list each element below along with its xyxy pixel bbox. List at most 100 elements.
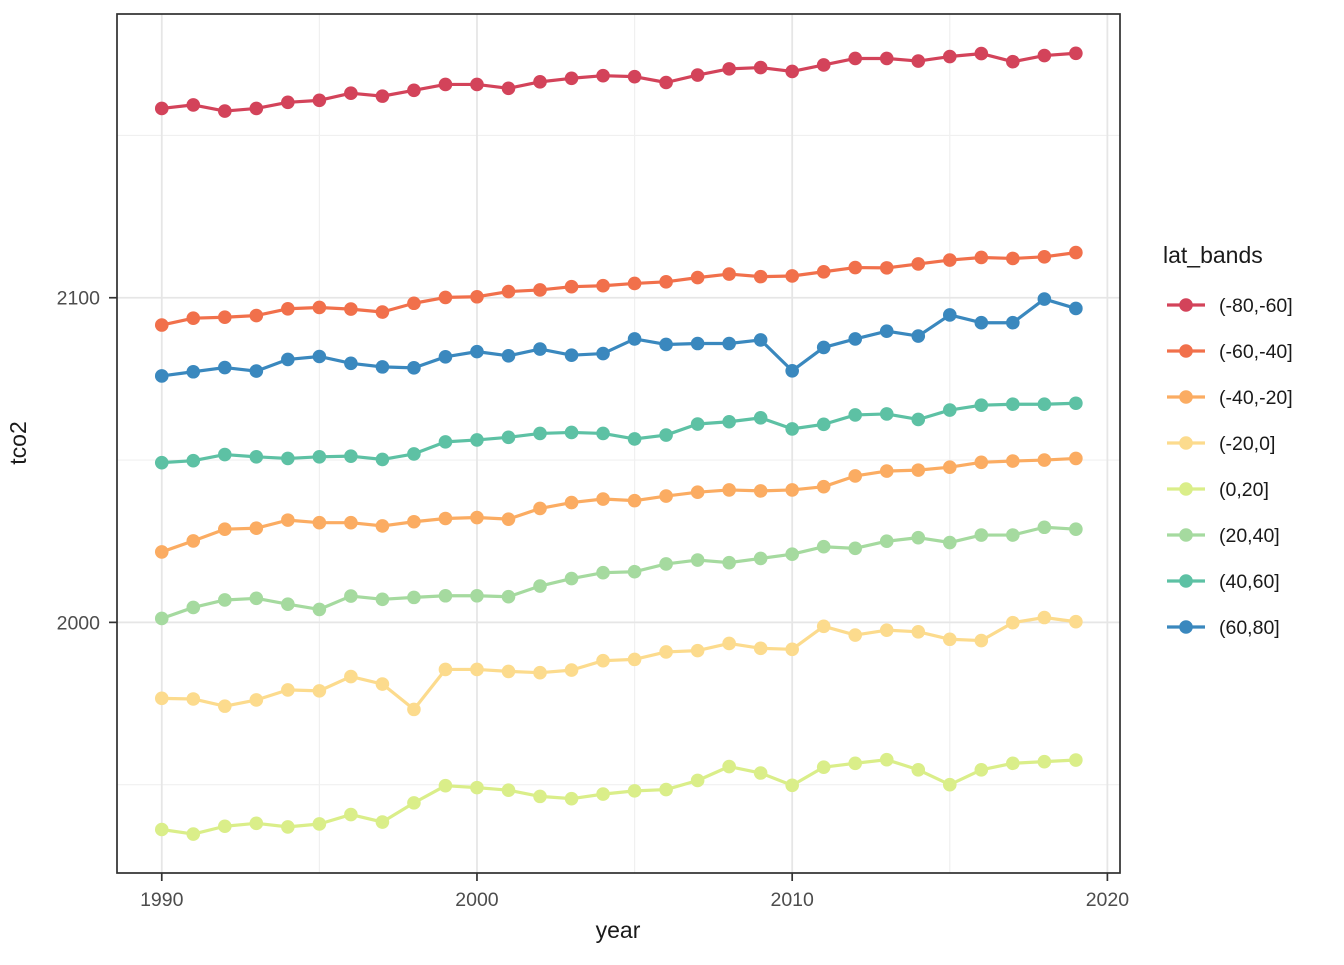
data-point (470, 662, 484, 677)
data-point (186, 364, 201, 379)
data-point (344, 515, 358, 530)
data-point (911, 762, 926, 777)
data-point (879, 51, 894, 66)
data-point (690, 773, 705, 788)
data-point (154, 691, 169, 706)
data-point (564, 71, 579, 86)
data-point (848, 51, 863, 66)
legend-item: (60,80] (1167, 617, 1280, 639)
data-point (501, 349, 516, 363)
data-point (690, 417, 705, 431)
data-point (722, 759, 736, 774)
data-point (974, 250, 989, 265)
data-point (344, 449, 358, 463)
data-point (375, 360, 390, 374)
data-point (785, 64, 799, 79)
data-point (785, 547, 799, 562)
x-tick-label: 1990 (140, 889, 184, 911)
data-point (564, 663, 579, 677)
data-point (753, 551, 768, 566)
data-point (407, 590, 421, 605)
data-point (722, 636, 736, 651)
legend-item: (-20,0] (1167, 433, 1275, 455)
data-point (533, 75, 547, 89)
data-point (659, 428, 673, 442)
data-point (186, 692, 201, 706)
data-point (816, 264, 831, 279)
data-point (1069, 396, 1083, 411)
data-point (848, 756, 863, 771)
data-point (1069, 614, 1083, 629)
data-point (627, 564, 642, 579)
data-point (722, 62, 736, 76)
data-point (218, 819, 232, 834)
data-point (533, 579, 547, 593)
data-point (344, 86, 358, 101)
data-point (249, 693, 264, 707)
data-point (942, 253, 957, 267)
data-point (186, 311, 201, 325)
data-point (911, 463, 926, 477)
data-point (438, 290, 453, 305)
data-point (911, 624, 926, 639)
legend-item-label: (-60,-40] (1219, 341, 1293, 363)
data-point (501, 512, 516, 526)
data-point (564, 348, 579, 362)
axis-ticks-layer: 1990 2000 2010 2020 2000 2100 (57, 288, 1130, 911)
data-point (438, 350, 453, 364)
data-point (154, 318, 169, 332)
data-point (785, 483, 799, 497)
legend-key-point (1179, 390, 1193, 404)
data-point (281, 597, 295, 611)
data-point (281, 352, 295, 367)
data-point (154, 455, 169, 470)
data-point (1006, 397, 1020, 412)
data-point (596, 68, 610, 83)
legend-key-point (1179, 344, 1193, 358)
data-point (753, 411, 768, 425)
data-point (249, 591, 264, 606)
data-point (249, 308, 264, 323)
data-point (1069, 522, 1083, 537)
data-point (942, 49, 957, 64)
data-point (1037, 453, 1052, 467)
data-point (1006, 615, 1020, 630)
data-point (1069, 451, 1083, 466)
legend-item: (40,60] (1167, 571, 1280, 593)
data-point (627, 493, 642, 508)
x-tick-label: 2020 (1086, 889, 1130, 911)
data-point (911, 257, 926, 271)
data-point (218, 310, 232, 325)
series (154, 520, 1083, 626)
data-point (1069, 301, 1083, 316)
data-point (312, 93, 327, 108)
legend-title: lat_bands (1163, 242, 1263, 268)
data-point (879, 623, 894, 637)
data-point (816, 479, 831, 494)
data-point (1037, 397, 1052, 412)
data-point (564, 279, 579, 294)
data-point (438, 435, 453, 449)
data-point (533, 426, 547, 441)
data-point (753, 60, 768, 75)
data-point (312, 300, 327, 315)
data-point (974, 762, 989, 777)
data-point (501, 664, 516, 679)
series (154, 245, 1083, 332)
data-point (879, 464, 894, 478)
data-point (281, 820, 295, 834)
data-point (218, 104, 232, 118)
series (154, 396, 1083, 470)
data-point (281, 451, 295, 466)
data-point (816, 539, 831, 554)
data-point (470, 77, 484, 92)
legend-item-label: (-40,-20] (1219, 387, 1293, 409)
data-point (659, 337, 673, 352)
data-point (1037, 520, 1052, 535)
data-point (218, 522, 232, 537)
data-point (438, 662, 453, 677)
data-point (1069, 245, 1083, 260)
data-point (375, 519, 390, 533)
data-point (1006, 756, 1020, 771)
